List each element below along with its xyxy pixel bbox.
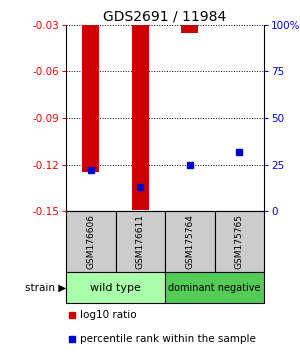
Text: dominant negative: dominant negative	[168, 283, 261, 293]
Bar	[82, 25, 99, 172]
Text: log10 ratio: log10 ratio	[80, 310, 136, 320]
Text: strain ▶: strain ▶	[25, 283, 66, 293]
Bar	[66, 211, 116, 273]
Bar	[132, 25, 149, 210]
Bar	[116, 211, 165, 273]
Text: wild type: wild type	[90, 283, 141, 293]
Text: GSM175765: GSM175765	[235, 215, 244, 269]
Title: GDS2691 / 11984: GDS2691 / 11984	[103, 10, 226, 24]
Text: GSM176606: GSM176606	[86, 215, 95, 269]
Bar	[165, 273, 264, 303]
Bar	[66, 273, 165, 303]
Text: percentile rank within the sample: percentile rank within the sample	[80, 333, 256, 344]
Text: GSM176611: GSM176611	[136, 215, 145, 269]
Bar	[165, 211, 214, 273]
Text: GSM175764: GSM175764	[185, 215, 194, 269]
Bar	[181, 25, 198, 33]
Bar	[214, 211, 264, 273]
